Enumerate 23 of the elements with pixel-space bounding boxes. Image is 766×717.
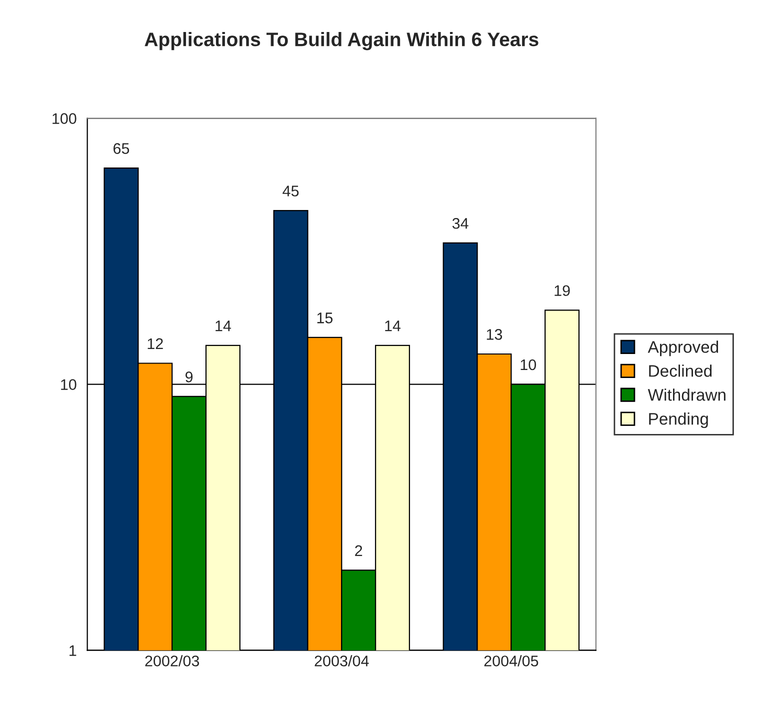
data-label: 19 <box>554 285 570 296</box>
y-tick-label: 1 <box>70 645 76 656</box>
data-label: 65 <box>114 143 130 154</box>
data-label: 14 <box>216 320 232 332</box>
data-label: 2 <box>355 545 362 556</box>
data-label: 12 <box>148 338 163 349</box>
y-tick-label: 10 <box>61 379 76 390</box>
legend-label: Withdrawn <box>648 388 726 401</box>
data-label: 45 <box>282 186 299 196</box>
data-label: 15 <box>317 312 333 324</box>
data-label: 10 <box>520 359 536 370</box>
x-tick-label: 2003/04 <box>314 655 369 666</box>
data-label: 14 <box>385 320 401 332</box>
x-tick-label: 2004/05 <box>484 655 538 666</box>
data-label: 9 <box>186 372 193 382</box>
legend-label: Pending <box>649 412 708 428</box>
legend-label: Approved <box>648 340 718 356</box>
x-tick-label: 2002/03 <box>145 655 200 666</box>
legend-label: Declined <box>649 364 712 377</box>
data-label: 34 <box>452 218 468 229</box>
data-label: 13 <box>486 329 502 340</box>
y-tick-label: 100 <box>52 113 76 124</box>
chart-title: Applications To Build Again Within 6 Years <box>144 32 538 50</box>
